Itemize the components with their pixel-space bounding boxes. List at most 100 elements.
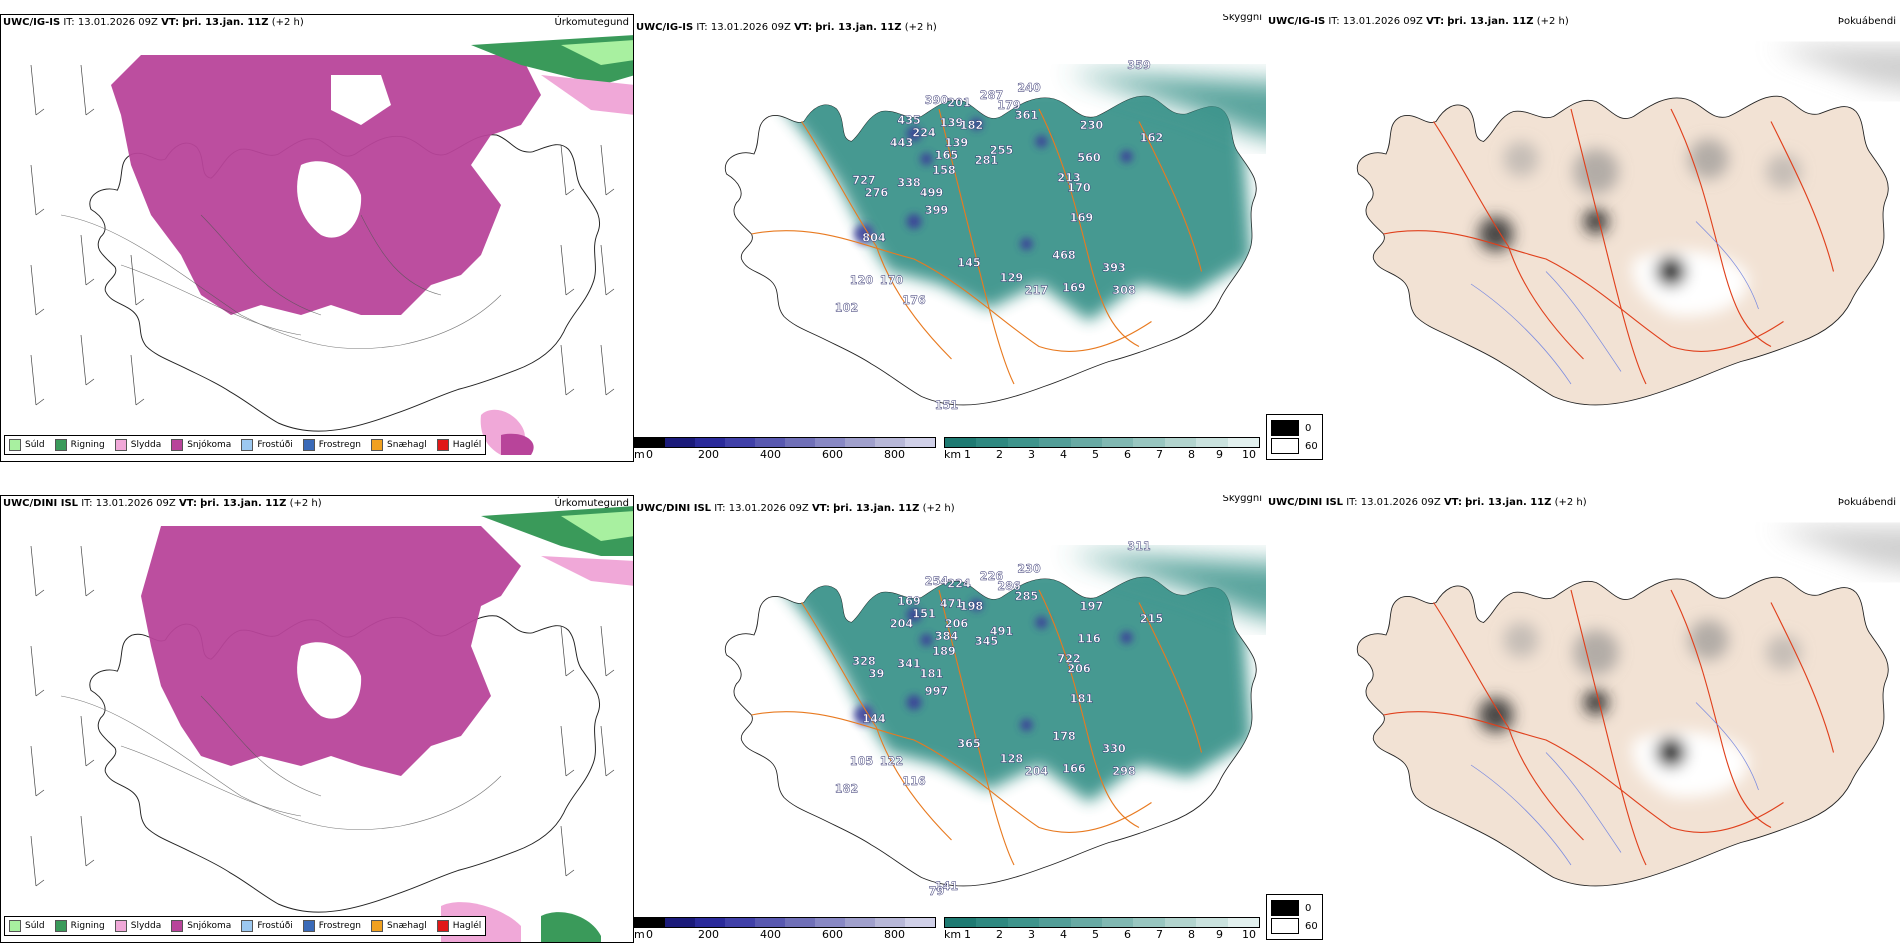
peak-elevation-label: 255: [990, 144, 1014, 157]
peak-elevation-label: 393: [1102, 262, 1125, 275]
legend-item-drizzle: Súld: [9, 439, 45, 451]
peak-elevation-label: 102: [835, 302, 858, 315]
legend-item-sleet: Slydda: [114, 439, 161, 451]
peak-elevation-label: 286: [997, 580, 1021, 593]
peak-elevation-label: 804: [862, 232, 886, 245]
peak-elevation-label: 727: [852, 174, 875, 187]
sleet-area: [541, 75, 633, 115]
peak-elevation-label: 158: [932, 164, 956, 177]
elevation-colorbar: m 0 200 400 600 800 1000: [634, 437, 938, 461]
peak-elevation-label: 361: [1015, 109, 1039, 122]
row2-fog-header: UWC/DINI ISL IT: 13.01.2026 09Z VT: þri.…: [1268, 497, 1587, 508]
wind-barbs: [30, 64, 615, 406]
fog-panel-2: UWC/DINI ISL IT: 13.01.2026 09Z VT: þri.…: [1266, 495, 1900, 943]
peak-elevation-label: 560: [1077, 152, 1101, 165]
peak-elevation-label: 224: [912, 127, 936, 140]
peak-elevation-label: 201: [947, 97, 971, 110]
peak-elevation-label: 178: [1052, 730, 1076, 743]
fog-legend: 0 60: [1266, 414, 1323, 460]
rivers: [1470, 221, 1759, 385]
legend-item-snow-pellets: Snæhagl: [371, 920, 427, 932]
peak-elevation-label: 230: [1080, 119, 1104, 132]
peak-elevation-label: 141: [935, 880, 959, 893]
fog-panel: UWC/IG-IS IT: 13.01.2026 09Z VT: þri. 13…: [1266, 14, 1900, 462]
peak-elevation-label: 169: [1070, 212, 1094, 225]
peak-elevation-label: 182: [835, 783, 858, 796]
visibility-panel-2: 311 230 226 254 224 286 471 285 169 151 198 197 215 2…: [634, 495, 1266, 943]
fog-panel-title: Þokuábendi: [1837, 16, 1896, 27]
precip-panel-title: Úrkomutegund: [554, 17, 629, 28]
peak-elevation-label: 79: [929, 885, 945, 898]
peak-elevation-label: 365: [957, 738, 981, 751]
precip-type-panel-2: UWC/DINI ISL IT: 13.01.2026 09Z VT: þri.…: [0, 495, 634, 943]
fog-legend-2: 0 60: [1266, 894, 1323, 940]
peak-elevation-label: 443: [890, 137, 913, 150]
peak-elevation-label: 254: [925, 575, 949, 588]
visibility-colorbar: km 1 2 3 4 5 6 7 8 9 10: [944, 437, 1262, 461]
peak-elevation-label: 198: [960, 600, 984, 613]
peak-elevation-label: 176: [902, 294, 926, 307]
visibility-panel-title: Skyggni: [1222, 14, 1262, 23]
peak-elevation-label: 390: [925, 94, 949, 107]
peak-elevation-label: 997: [925, 685, 948, 698]
terrain-peaks: [854, 117, 1133, 251]
precip-type-panel: UWC/IG-IS IT: 13.01.2026 09Z VT: þri. 13…: [0, 14, 634, 462]
legend-item-rain: Rigning: [54, 920, 105, 932]
row2-precip-header: UWC/DINI ISL IT: 13.01.2026 09Z VT: þri.…: [3, 498, 322, 509]
peak-elevation-label: 162: [1140, 132, 1163, 145]
legend-item-snow-pellets: Snæhagl: [371, 439, 427, 451]
peak-elevation-label: 189: [932, 645, 956, 658]
peak-elevation-label: 170: [880, 274, 904, 287]
row1-fog-header: UWC/IG-IS IT: 13.01.2026 09Z VT: þri. 13…: [1268, 16, 1569, 27]
row1-precip-header: UWC/IG-IS IT: 13.01.2026 09Z VT: þri. 13…: [3, 17, 304, 28]
peak-elevation-label: 116: [1077, 633, 1101, 646]
precip-panel-title-2: Úrkomutegund: [554, 498, 629, 509]
peak-elevation-label: 144: [862, 713, 886, 726]
peak-elevation-label: 217: [1025, 284, 1048, 297]
peak-elevation-label: 151: [935, 399, 959, 412]
peak-elevation-label: 165: [935, 149, 959, 162]
visibility-panel: 359 240 287 390 201 179 139 361 435 224 182 230 162 4…: [634, 14, 1266, 462]
peak-elevation-label: 311: [1127, 540, 1151, 553]
peak-elevation-label: 116: [902, 775, 926, 788]
peak-elevation-label: 435: [897, 114, 921, 127]
peak-elevation-label: 491: [990, 625, 1014, 638]
peak-elevation-label: 129: [1000, 272, 1024, 285]
peak-elevation-label: 384: [935, 630, 959, 643]
peak-elevation-label: 128: [1000, 753, 1024, 766]
peak-elevation-label: 287: [980, 89, 1003, 102]
precip-type-map: [30, 35, 633, 455]
legend-item-hail: Haglél: [436, 920, 481, 932]
peak-elevation-label: 240: [1017, 82, 1041, 95]
peak-elevation-label: 181: [920, 668, 944, 681]
peak-elevation-label: 276: [865, 187, 889, 200]
peak-elevation-label: 226: [980, 570, 1004, 583]
peak-elevation-label: 39: [869, 668, 885, 681]
peak-elevation-label: 213: [1057, 172, 1080, 185]
peak-elevation-label: 341: [897, 658, 921, 671]
peak-elevation-label: 224: [947, 578, 971, 591]
peak-elevation-label: 166: [1062, 763, 1086, 776]
peak-elevation-label: 338: [897, 177, 921, 190]
peak-elevation-label: 182: [960, 119, 983, 132]
peak-elevation-label: 120: [850, 274, 874, 287]
peak-elevation-label: 298: [1112, 765, 1136, 778]
peak-elevation-label: 468: [1052, 249, 1076, 262]
peak-elevation-label: 105: [850, 755, 874, 768]
peak-elevation-label: 281: [975, 154, 999, 167]
peak-elevation-label: 204: [890, 618, 914, 631]
elevation-colorbar-2: m 0 200 400 600 800 1000: [634, 917, 938, 941]
peak-elevation-label: 139: [945, 137, 969, 150]
legend-item-hail: Haglél: [436, 439, 481, 451]
peak-elevation-label: 499: [920, 187, 944, 200]
legend-item-freezing-drizzle: Frostúði: [241, 920, 293, 932]
legend-item-drizzle: Súld: [9, 920, 45, 932]
precip-legend-2: Súld Rigning Slydda Snjókoma Frostúði Fr…: [4, 916, 487, 936]
peak-elevation-label: 328: [852, 655, 876, 668]
peak-elevation-label: 230: [1017, 563, 1041, 576]
peak-elevation-label: 181: [1070, 693, 1094, 706]
row1-visibility-header: UWC/IG-IS IT: 13.01.2026 09Z VT: þri. 13…: [636, 22, 937, 33]
legend-item-snow: Snjókoma: [171, 920, 231, 932]
row2-visibility-header: UWC/DINI ISL IT: 13.01.2026 09Z VT: þri.…: [636, 503, 955, 514]
